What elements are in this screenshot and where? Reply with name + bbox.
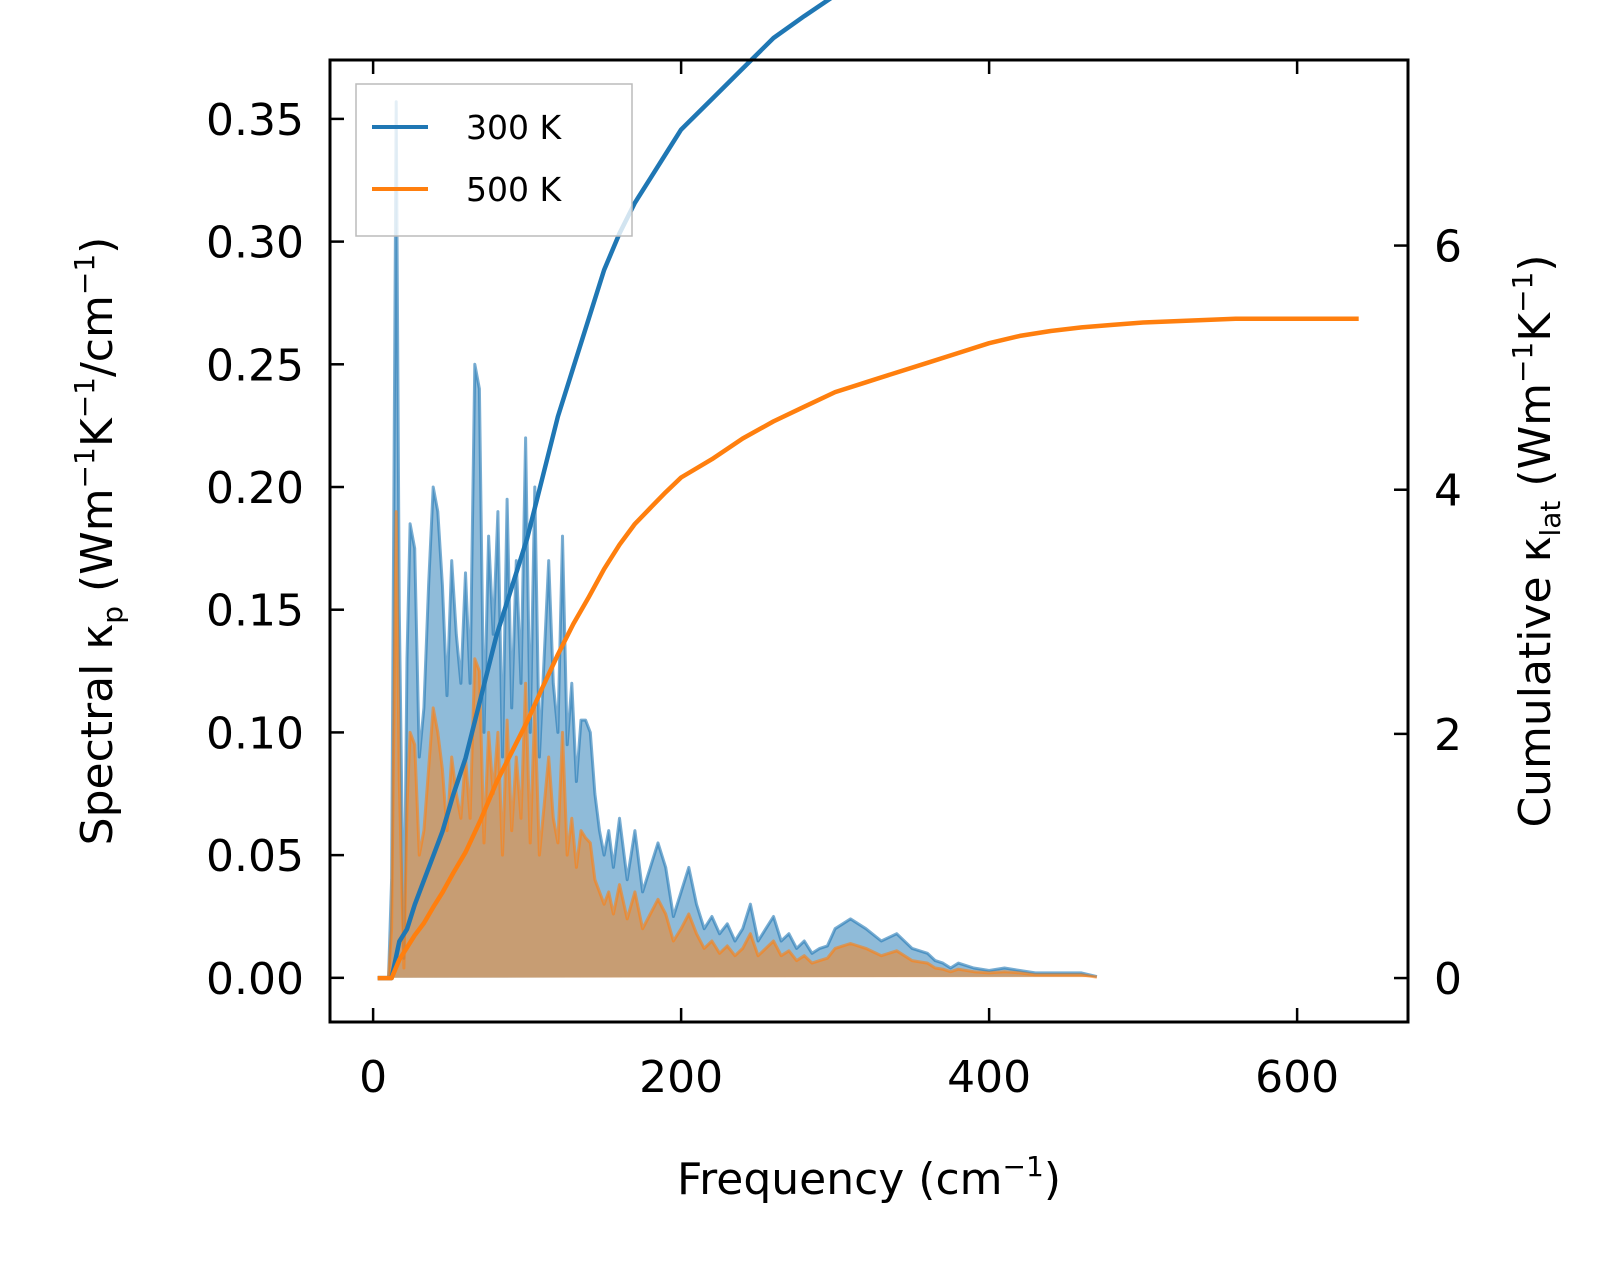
y-left-tick-label: 0.15 xyxy=(206,586,304,637)
y-left-tick-label: 0.00 xyxy=(206,954,304,1005)
y-right-tick-label: 0 xyxy=(1434,954,1462,1005)
axis-ticks xyxy=(330,60,1408,1022)
x-tick-label: 600 xyxy=(1255,1052,1339,1103)
y-left-tick-label: 0.10 xyxy=(206,708,304,759)
cumulative-line-500k xyxy=(377,316,1359,981)
legend-label-500k: 500 K xyxy=(466,170,562,209)
spectral-line-300k xyxy=(377,100,1098,980)
y-left-tick-label: 0.05 xyxy=(206,831,304,882)
legend-box xyxy=(355,83,633,237)
y-axis-left-title: Spectral κp (Wm−1K−1/cm−1) xyxy=(68,237,129,846)
cumulative-line-300k xyxy=(377,0,833,981)
y-axis-right-title: Cumulative κlat (Wm−1K−1) xyxy=(1506,254,1567,827)
x-tick-label: 200 xyxy=(639,1052,723,1103)
y-right-tick-label: 6 xyxy=(1434,222,1462,273)
y-left-tick-label: 0.35 xyxy=(206,95,304,146)
x-tick-label: 0 xyxy=(359,1052,387,1103)
x-tick-label: 400 xyxy=(947,1052,1031,1103)
axis-tick-labels: 0 200 400 600 0.00 0.05 0.10 0.15 0.20 0.25 0.30 0.… xyxy=(206,95,1462,1103)
spectral-fills xyxy=(377,100,1098,980)
spectral-fill-500k xyxy=(377,511,1097,978)
spectral-fill-300k xyxy=(377,101,1097,978)
y-right-tick-label: 2 xyxy=(1434,710,1462,761)
y-left-tick-label: 0.20 xyxy=(206,463,304,514)
plot-frame xyxy=(328,58,1410,1024)
spectral-line-500k xyxy=(377,510,1098,980)
y-right-tick-label: 4 xyxy=(1434,466,1462,517)
legend: 300 K 500 K xyxy=(355,83,633,237)
legend-label-300k: 300 K xyxy=(466,108,562,147)
y-left-tick-label: 0.25 xyxy=(206,340,304,391)
x-axis-title: Frequency (cm−1) xyxy=(677,1150,1061,1205)
series-lines xyxy=(377,0,1359,981)
y-left-tick-label: 0.30 xyxy=(206,218,304,269)
